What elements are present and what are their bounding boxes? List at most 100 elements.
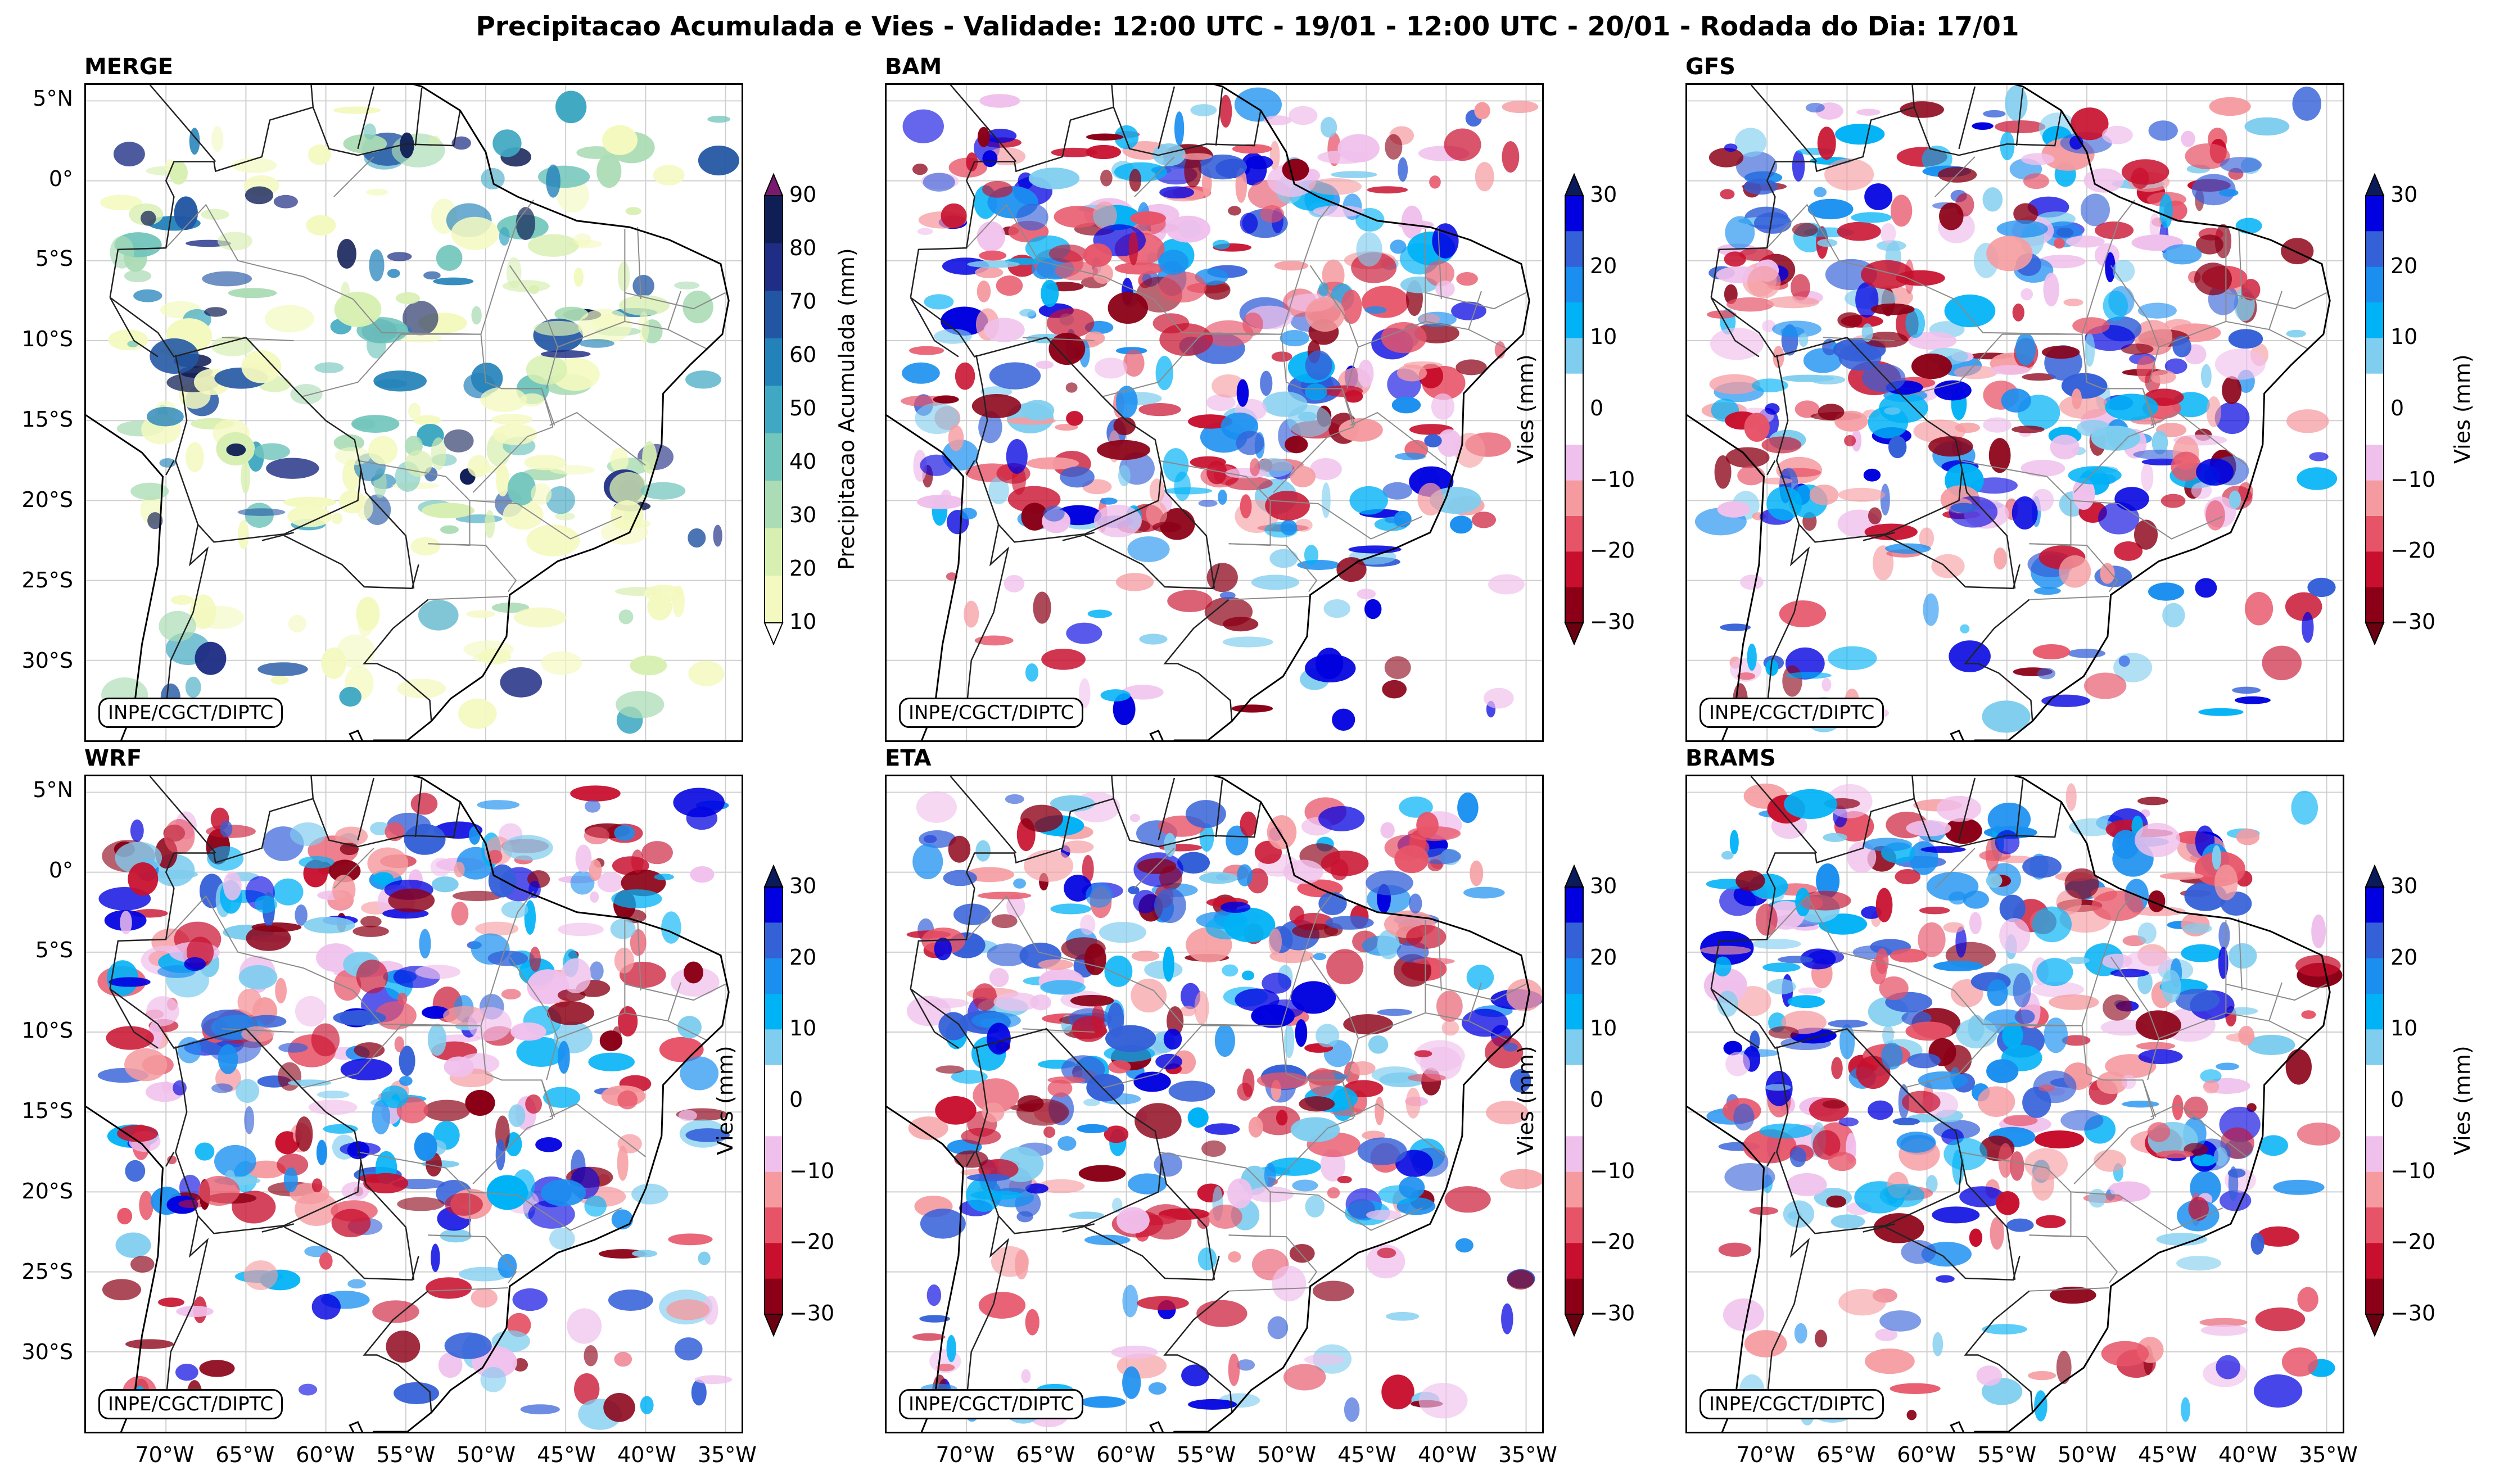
lon-tick-label: 40°W	[2218, 1442, 2277, 1467]
field-patch	[1006, 894, 1025, 918]
colorbar-label: Precipitacao Acumulada (mm)	[834, 248, 859, 571]
field-patch	[295, 1192, 338, 1226]
field-patch	[1245, 155, 1273, 170]
field-patch	[352, 419, 376, 430]
field-patch	[989, 967, 1009, 988]
field-patch	[1747, 643, 1757, 671]
field-patch	[1179, 1006, 1196, 1017]
field-patch	[2100, 563, 2115, 584]
map-wrf[interactable]: INPE/CGCT/DIPTC	[84, 775, 743, 1433]
bias-colorbar	[2365, 173, 2385, 645]
field-patch	[2241, 279, 2261, 301]
field-patch	[1228, 1251, 1241, 1263]
field-patch	[463, 640, 514, 659]
map-gfs[interactable]: INPE/CGCT/DIPTC	[1685, 83, 2344, 742]
field-patch	[363, 123, 376, 140]
lat-tick-label: 20°S	[21, 1179, 73, 1204]
field-patch	[1707, 310, 1737, 319]
map-bam[interactable]: INPE/CGCT/DIPTC	[885, 83, 1544, 742]
field-patch	[1895, 868, 1921, 885]
field-patch	[1093, 201, 1117, 230]
field-patch	[1407, 826, 1461, 841]
field-patch	[1043, 505, 1065, 522]
colorbar-tick-label: −10	[1590, 1158, 1635, 1183]
field-patch	[299, 856, 335, 869]
lat-tick-label: 10°S	[21, 1018, 73, 1043]
field-patch	[467, 455, 490, 478]
field-patch	[298, 1383, 318, 1396]
field-patch	[1851, 212, 1892, 223]
field-patch	[1037, 1179, 1085, 1193]
field-patch	[2036, 1215, 2066, 1228]
field-patch	[174, 196, 198, 230]
field-patch	[363, 1173, 409, 1193]
map-eta[interactable]: INPE/CGCT/DIPTC	[885, 775, 1544, 1433]
field-patch	[596, 154, 622, 188]
field-patch	[113, 142, 145, 167]
field-patch	[1982, 1324, 2027, 1334]
field-patch	[2137, 302, 2177, 319]
field-patch	[984, 128, 1017, 143]
field-patch	[1781, 374, 1834, 382]
field-patch	[1405, 1087, 1421, 1119]
field-patch	[666, 1299, 710, 1320]
lat-tick-label: 25°S	[21, 1259, 73, 1284]
field-patch	[2088, 1188, 2106, 1208]
field-patch	[108, 329, 148, 351]
field-patch	[2112, 830, 2140, 859]
field-patch	[2286, 409, 2329, 433]
field-patch	[332, 875, 356, 906]
field-patch	[1905, 308, 1926, 338]
field-patch	[1798, 333, 1809, 347]
field-patch	[1208, 1204, 1242, 1229]
field-patch	[2156, 1233, 2208, 1246]
map-merge[interactable]: INPE/CGCT/DIPTC	[84, 83, 743, 742]
lon-tick-label: 60°W	[1897, 1442, 1956, 1467]
field-patch	[1154, 888, 1186, 924]
credit-label: INPE/CGCT/DIPTC	[98, 1389, 283, 1419]
map-brams[interactable]: INPE/CGCT/DIPTC	[1685, 775, 2344, 1433]
field-patch	[1919, 907, 1950, 915]
field-patch	[480, 387, 527, 412]
field-patch	[1050, 903, 1092, 915]
field-patch	[1318, 806, 1365, 831]
field-patch	[124, 270, 152, 283]
field-patch	[951, 1070, 988, 1084]
field-patch	[1826, 1195, 1846, 1208]
field-patch	[1792, 150, 1805, 182]
lat-tick-label: 25°S	[21, 568, 73, 593]
field-patch	[1219, 94, 1232, 128]
field-patch	[2094, 1150, 2127, 1172]
field-patch	[1735, 870, 1765, 892]
colorbar-segment	[1565, 1136, 1583, 1173]
field-patch	[1761, 477, 1793, 485]
field-patch	[1735, 151, 1778, 182]
field-patch	[2063, 298, 2083, 306]
field-patch	[2161, 970, 2181, 1003]
field-patch	[1911, 353, 1952, 379]
field-patch	[146, 406, 184, 427]
field-patch	[1466, 965, 1494, 990]
lat-tick-label: 0°	[48, 166, 73, 191]
field-patch	[579, 339, 614, 348]
field-patch	[2022, 1087, 2051, 1118]
field-patch	[273, 194, 298, 209]
field-patch	[347, 1279, 367, 1289]
colorbar-label: Vies (mm)	[1513, 1046, 1538, 1156]
field-patch	[987, 1022, 1011, 1055]
field-patch	[1361, 286, 1409, 318]
field-patch	[1720, 189, 1735, 200]
field-patch	[1158, 250, 1189, 275]
field-patch	[1190, 104, 1217, 116]
field-patch	[2050, 1286, 2096, 1304]
field-patch	[2286, 329, 2306, 338]
field-patch	[916, 791, 957, 823]
field-patch	[685, 1128, 730, 1142]
field-patch	[524, 454, 566, 470]
field-patch	[1926, 872, 1979, 901]
field-patch	[680, 1056, 719, 1091]
field-patch	[616, 691, 665, 718]
field-patch	[1787, 1211, 1802, 1220]
field-patch	[2049, 994, 2099, 1010]
field-patch	[1932, 1206, 1980, 1224]
